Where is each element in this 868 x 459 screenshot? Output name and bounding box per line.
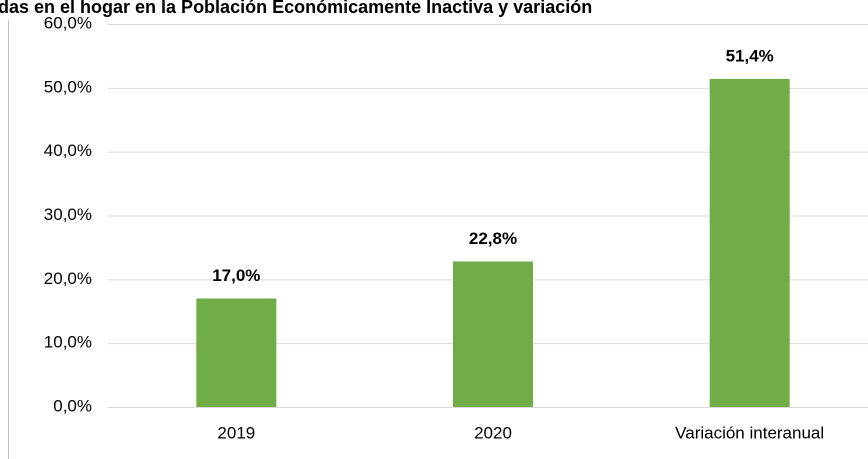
x-tick-label: Variación interanual: [675, 423, 824, 442]
chart-title: das en el hogar en la Población Económic…: [0, 0, 592, 17]
y-tick-label: 10,0%: [44, 333, 92, 352]
y-tick-label: 20,0%: [44, 269, 92, 288]
data-label: 17,0%: [212, 266, 260, 285]
y-tick-label: 30,0%: [44, 205, 92, 224]
y-tick-label: 40,0%: [44, 141, 92, 160]
x-tick-label: 2020: [474, 423, 512, 442]
data-label: 22,8%: [469, 229, 517, 248]
x-tick-label: 2019: [217, 423, 255, 442]
y-tick-label: 50,0%: [44, 77, 92, 96]
data-label: 51,4%: [726, 46, 774, 65]
bar: [709, 78, 790, 407]
bar: [453, 261, 533, 407]
y-tick-label: 60,0%: [44, 13, 92, 32]
bar: [196, 298, 277, 407]
y-tick-label: 0,0%: [53, 396, 92, 415]
